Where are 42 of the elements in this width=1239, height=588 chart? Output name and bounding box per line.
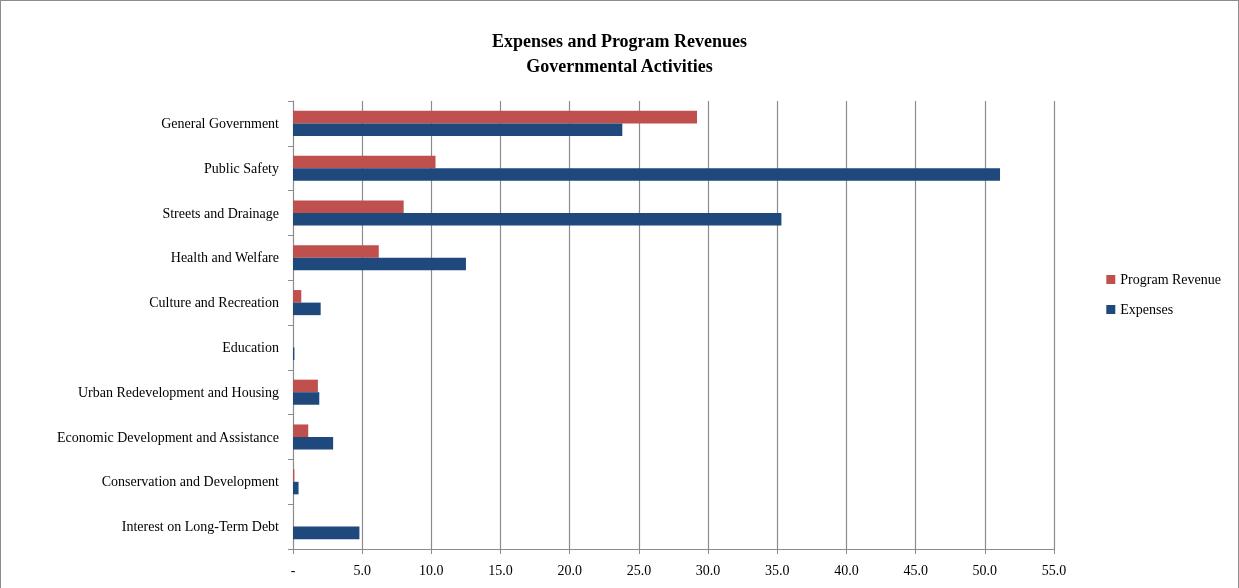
chart-subtitle: Governmental Activities xyxy=(526,56,713,76)
bar xyxy=(293,257,466,271)
bar xyxy=(293,481,299,495)
x-tick-label: 55.0 xyxy=(1041,562,1067,578)
bar xyxy=(293,213,782,226)
chart-title: Expenses and Program Revenues xyxy=(491,31,748,51)
x-tick-label: 5.0 xyxy=(353,562,371,578)
x-tick-label: 40.0 xyxy=(834,562,859,578)
y-tick-label: Streets and Drainage xyxy=(162,205,279,221)
bar xyxy=(293,437,334,450)
y-tick-label: Public Safety xyxy=(203,160,279,176)
bar xyxy=(293,290,302,303)
bar xyxy=(293,200,404,213)
x-tick-label: 45.0 xyxy=(903,562,928,578)
legend-label: Program Revenue xyxy=(1120,272,1222,287)
x-tick-label: 50.0 xyxy=(972,562,998,578)
bar xyxy=(293,110,698,124)
x-tick-label: 35.0 xyxy=(765,562,790,578)
x-tick-label: 15.0 xyxy=(488,562,513,578)
bar xyxy=(293,379,318,393)
y-tick-label: Education xyxy=(222,339,279,355)
bar xyxy=(293,526,360,540)
y-tick-label: Culture and Recreation xyxy=(149,295,279,311)
bar xyxy=(293,245,379,258)
x-tick-label: 25.0 xyxy=(626,562,652,578)
bar xyxy=(293,302,321,316)
legend-label: Expenses xyxy=(1120,302,1174,317)
x-tick-label: - xyxy=(290,562,296,578)
y-tick-label: General Government xyxy=(161,115,280,131)
bar xyxy=(293,424,309,437)
y-tick-label: Interest on Long-Term Debt xyxy=(121,519,280,535)
x-tick-label: 30.0 xyxy=(695,562,721,578)
bar xyxy=(293,123,623,136)
y-tick-label: Conservation and Development xyxy=(101,474,280,490)
bar xyxy=(293,392,320,405)
bar xyxy=(293,155,436,169)
x-tick-label: 20.0 xyxy=(557,562,582,578)
y-tick-label: Health and Welfare xyxy=(170,250,279,266)
y-tick-label: Urban Redevelopment and Housing xyxy=(77,384,279,400)
y-tick-label: Economic Development and Assistance xyxy=(57,429,279,445)
x-tick-label: 10.0 xyxy=(419,562,444,578)
bar xyxy=(293,168,1001,181)
